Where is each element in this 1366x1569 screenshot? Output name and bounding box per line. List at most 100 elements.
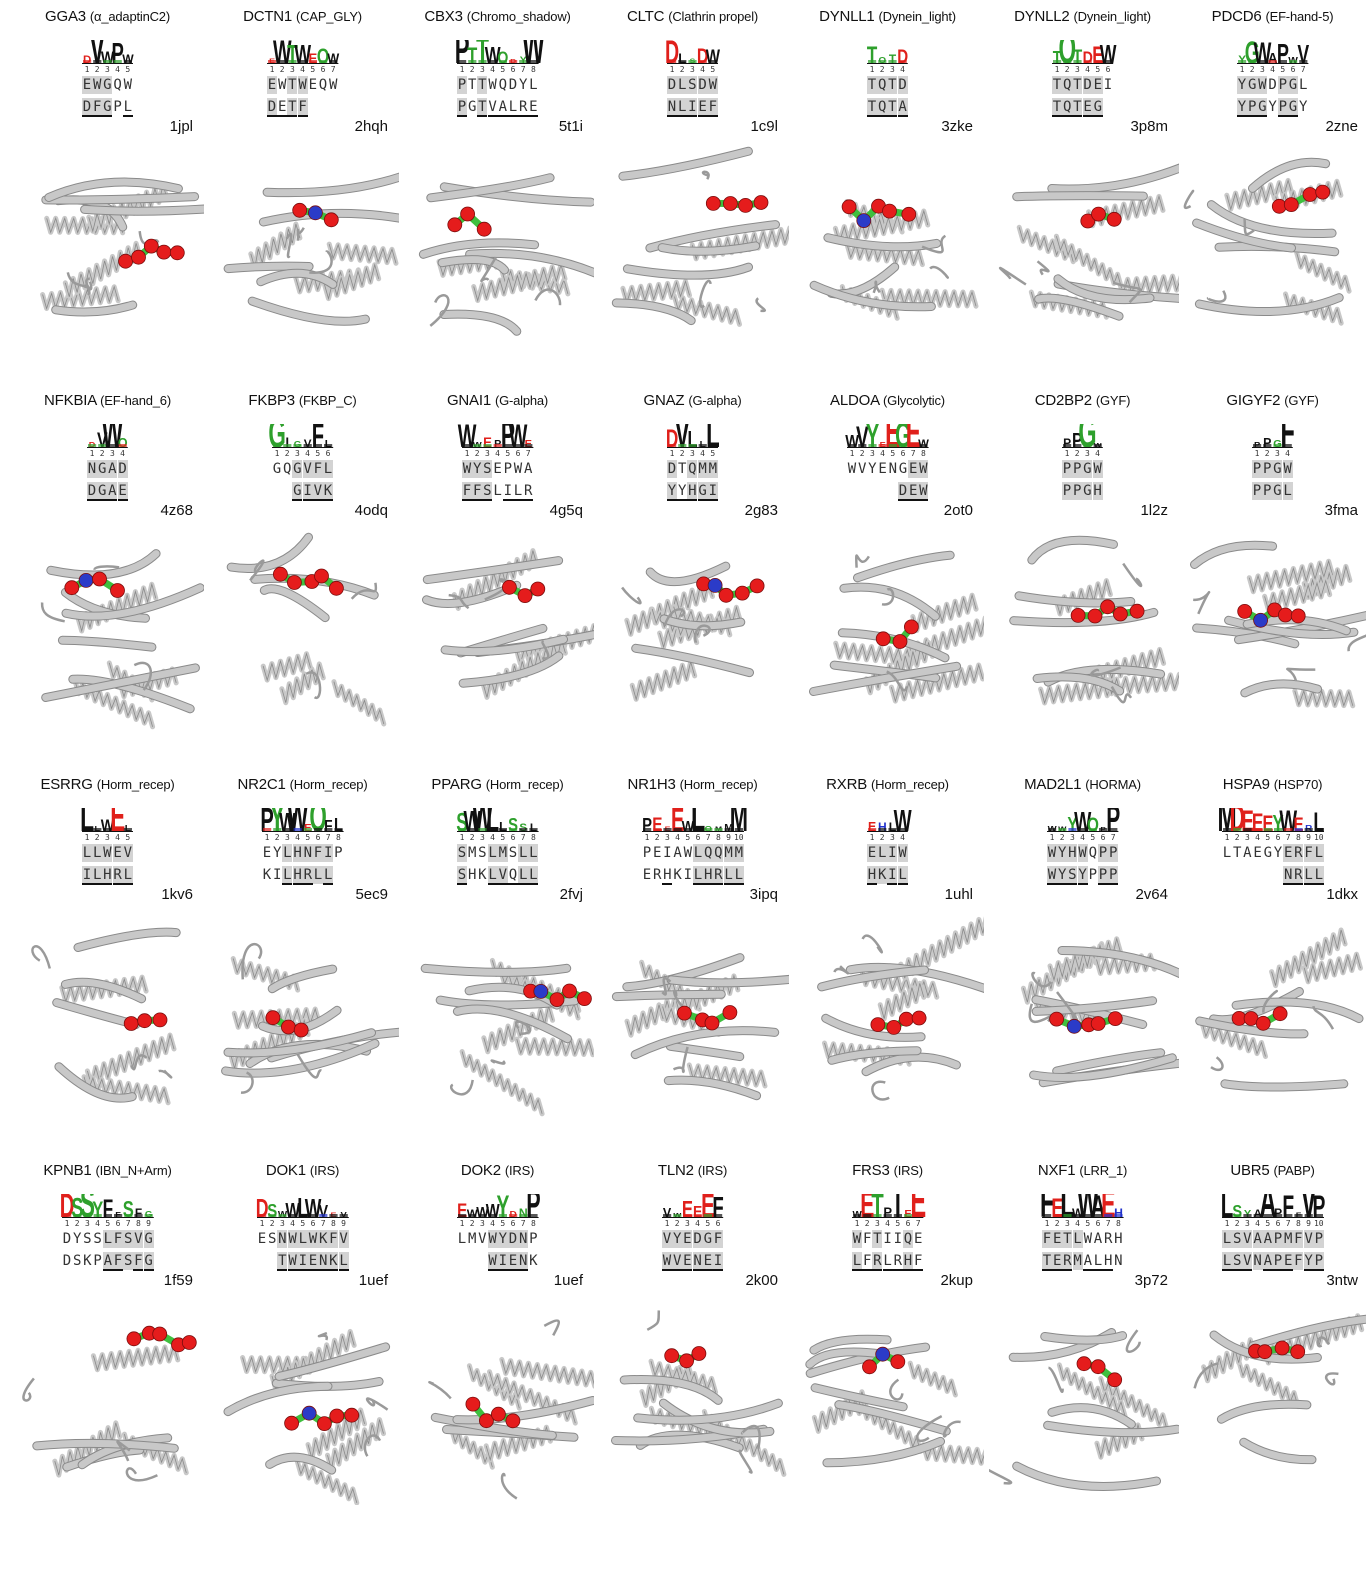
pdb-id: 1c9l — [750, 118, 778, 135]
logo-letter: Q — [1087, 813, 1099, 832]
residue: L — [1313, 866, 1324, 885]
domain-family: (HSP70) — [1273, 777, 1323, 792]
helix-outline — [328, 243, 397, 264]
beta-strand — [828, 1047, 921, 1064]
residue: G — [1082, 482, 1093, 500]
residue: W — [92, 76, 103, 94]
coil-loop — [365, 1397, 389, 1411]
position-number: 5 — [1095, 65, 1101, 74]
logo-stack — [1299, 60, 1308, 63]
residue: G — [292, 460, 303, 478]
pdb-id: 2kup — [940, 1272, 973, 1289]
helix-outline — [900, 919, 984, 979]
logo-letter: W — [467, 1208, 478, 1218]
residue: L — [877, 844, 888, 862]
logo-letter: D — [697, 44, 709, 64]
oxygen-atom — [1129, 603, 1145, 619]
position-number: 2 — [279, 65, 285, 74]
residue: M — [1072, 1252, 1083, 1270]
panel-title: RXRB (Horm_recep) — [790, 776, 985, 793]
beta-strand — [42, 664, 199, 701]
logo-stack — [1314, 828, 1323, 831]
residue: L — [513, 483, 523, 501]
position-number: 5 — [1090, 833, 1096, 842]
logo-letter: D — [1083, 49, 1093, 64]
logo-letter: Y — [92, 1198, 103, 1218]
residue: I — [707, 482, 718, 501]
residue: G — [1272, 482, 1283, 500]
residue: Q — [498, 77, 508, 93]
beta-strand — [1241, 680, 1321, 697]
logo-stack — [888, 444, 897, 447]
position-number: 7 — [705, 833, 711, 842]
protein-structure — [1195, 927, 1364, 1092]
helix-outline — [281, 663, 324, 703]
logo-stack — [678, 444, 687, 447]
logo-letter: W — [485, 43, 501, 64]
coil-loop — [1316, 1336, 1331, 1348]
beta-strand — [440, 310, 521, 335]
logo-letter: W — [278, 1210, 288, 1218]
logo-stack — [1304, 1214, 1313, 1217]
domain-family: (IRS) — [309, 1163, 340, 1178]
oxygen-atom — [882, 203, 897, 219]
logo-stack — [1248, 60, 1257, 63]
beta-strand — [61, 978, 146, 1003]
logo-letter: P — [112, 40, 124, 64]
motif-panel: MAD2L1 (HORMA)WWYWQPP1234567WYHWQPPWYSYP… — [985, 776, 1180, 1156]
position-number: 3 — [479, 833, 485, 842]
coil-loop — [40, 602, 65, 623]
residue: D — [82, 98, 92, 117]
sequence-logo-block: DVWQ1234NGADDGAE — [10, 424, 205, 524]
position-number: 4 — [295, 833, 300, 842]
logo-letter: S — [456, 808, 468, 832]
logo-letter: V — [663, 1205, 672, 1218]
position-number: 7 — [520, 833, 526, 842]
logo-stack — [668, 444, 677, 447]
residue: F — [862, 1231, 872, 1247]
logo-stack — [708, 60, 717, 63]
beta-strand — [1207, 201, 1336, 238]
logo-letter: V — [856, 424, 869, 448]
residue: P — [1062, 460, 1072, 478]
logo-stack — [283, 828, 292, 831]
position-number: 8 — [1295, 1219, 1301, 1228]
position-number: 5 — [305, 833, 311, 842]
residue: W — [1282, 460, 1293, 478]
gene-name: NXF1 — [1037, 1162, 1076, 1179]
residue: F — [133, 1252, 144, 1271]
residue: P — [1252, 482, 1262, 500]
nitrogen-atom — [301, 1405, 317, 1421]
coil-loop — [249, 559, 265, 582]
helix-outline — [516, 1038, 594, 1056]
beta-strand — [810, 662, 961, 695]
logo-stack — [1088, 828, 1097, 831]
residue: E — [682, 1230, 693, 1248]
domain-family: (EF-hand_6) — [100, 393, 171, 408]
helix-outline — [1296, 252, 1350, 292]
residue: K — [673, 867, 682, 883]
logo-stack — [1274, 828, 1283, 831]
logo-stack — [324, 444, 333, 447]
logo-letter: E — [1262, 812, 1273, 832]
helix-outline — [1226, 178, 1293, 211]
residue: H — [1067, 844, 1078, 862]
panel-title: GNAZ (G-alpha) — [595, 392, 790, 409]
beta-strand — [465, 983, 561, 1009]
oxygen-atom — [1257, 1344, 1273, 1360]
beta-strand — [257, 269, 337, 288]
residue: F — [1293, 1230, 1304, 1248]
residue: R — [1293, 866, 1304, 885]
residue: W — [847, 461, 857, 477]
beta-strand — [58, 636, 156, 651]
coil-loop — [130, 1054, 148, 1071]
